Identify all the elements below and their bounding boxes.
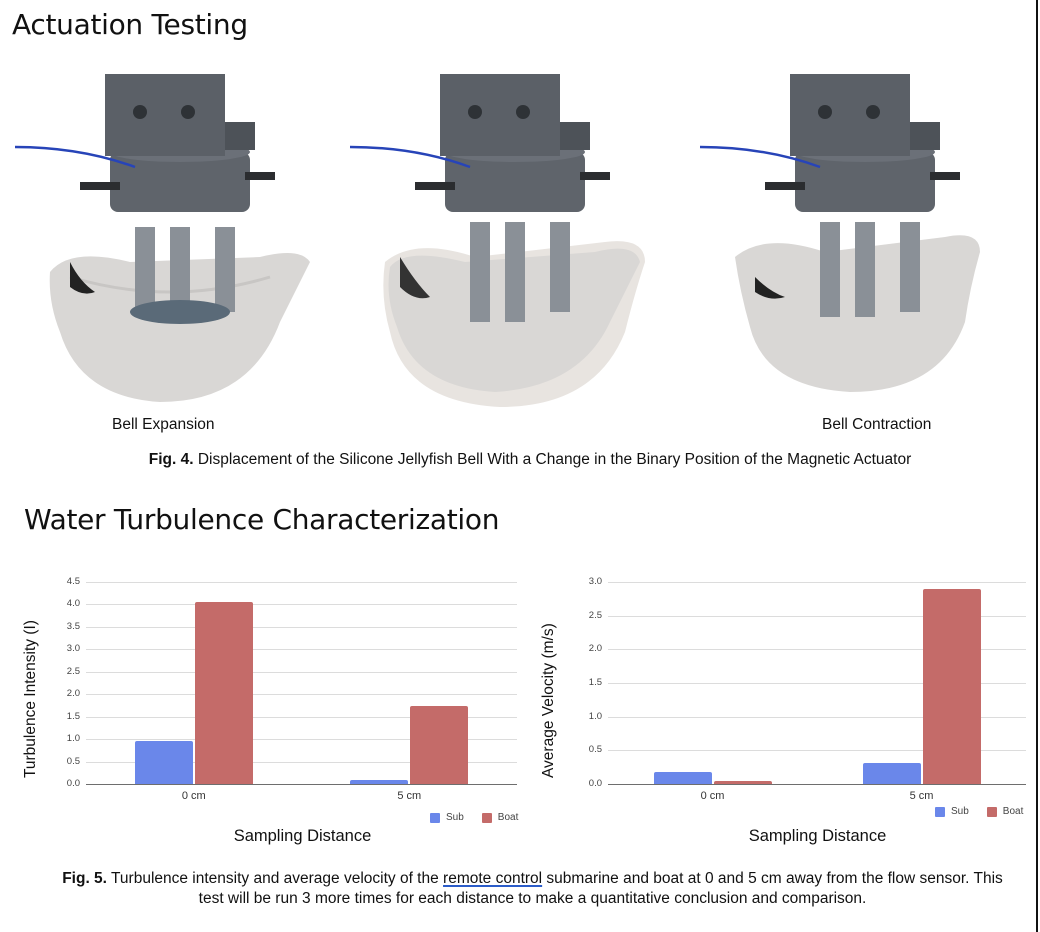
figure-5-number: Fig. 5.: [62, 870, 107, 887]
y-axis-label: Turbulence Intensity (I): [22, 620, 39, 778]
legend-label-sub: Sub: [951, 806, 969, 817]
bell-contraction-label: Bell Contraction: [822, 416, 932, 433]
x-tick-label: 0 cm: [700, 790, 725, 802]
gridline: [608, 582, 1026, 583]
gridline: [86, 604, 517, 606]
legend-label-boat: Boat: [1002, 806, 1024, 817]
gridline: [608, 615, 1026, 617]
bar-sub-5cm: [862, 763, 921, 784]
x-tick-label: 5 cm: [909, 790, 934, 802]
y-tick-label: 0.5: [588, 744, 602, 756]
chart-legend: Sub Boat: [935, 806, 1035, 817]
figure-5-caption: Fig. 5. Turbulence intensity and average…: [50, 869, 1015, 909]
y-tick-label: 2.5: [588, 609, 602, 621]
x-axis-label: Sampling Distance: [748, 827, 887, 845]
bar-boat-0cm: [194, 602, 253, 784]
y-tick-label: 1.5: [588, 677, 602, 688]
bar-boat-5cm: [410, 705, 469, 784]
x-tick-label: 0 cm: [181, 790, 206, 802]
gridline: [608, 716, 1026, 718]
y-tick-label: 1.0: [588, 710, 602, 722]
y-tick-label: 3.0: [588, 576, 602, 587]
gridline: [86, 694, 517, 696]
plot-area: [608, 582, 1026, 785]
average-velocity-chart: Average Velocity (m/s) Sampling Distance…: [530, 570, 1035, 855]
y-tick-label: 0.5: [66, 755, 80, 767]
legend-swatch-boat: [481, 812, 492, 823]
x-axis-label: Sampling Distance: [233, 827, 372, 845]
bell-expansion-label: Bell Expansion: [112, 416, 215, 433]
gridline: [86, 582, 517, 583]
jellyfish-actuator-image: [14, 74, 310, 402]
y-tick-label: 2.5: [66, 665, 80, 677]
bell-expansion-photo: [10, 62, 330, 407]
gridline: [86, 649, 517, 651]
y-tick-label: 4.0: [66, 598, 80, 610]
gridline: [86, 739, 517, 741]
gridline: [86, 716, 517, 718]
y-tick-label: 3.0: [66, 643, 80, 655]
page-edge-border: [1036, 0, 1038, 932]
turbulence-intensity-chart: Turbulence Intensity (I) Sampling Distan…: [0, 570, 530, 855]
figure-5-text-end: submarine and boat at 0 and 5 cm away fr…: [198, 870, 1003, 907]
bar-sub-0cm: [653, 771, 712, 784]
y-tick-label: 0.0: [66, 778, 80, 789]
gridline: [608, 750, 1026, 752]
legend-label-boat: Boat: [497, 812, 519, 823]
figure-5-text-start: Turbulence intensity and average velocit…: [107, 870, 444, 887]
y-tick-label: 2.0: [588, 643, 602, 655]
figure-4-number: Fig. 4.: [148, 451, 194, 468]
gridline: [608, 649, 1026, 651]
section-title-water-turbulence: Water Turbulence Characterization: [24, 503, 500, 536]
gridline: [86, 671, 517, 673]
remote-control-link[interactable]: remote control: [443, 870, 543, 887]
bell-contraction-photo: [695, 62, 1015, 407]
bar-boat-5cm: [922, 588, 981, 784]
legend-swatch-sub: [935, 806, 945, 817]
bar-sub-5cm: [350, 779, 409, 784]
legend-label-sub: Sub: [446, 812, 464, 823]
plot-area: [86, 582, 517, 785]
legend-swatch-sub: [430, 812, 440, 823]
gridline: [86, 761, 517, 763]
y-tick-label: 0.0: [588, 778, 602, 789]
x-tick-label: 5 cm: [397, 790, 422, 802]
y-tick-label: 2.0: [66, 688, 80, 700]
jellyfish-actuator-image: [699, 74, 980, 392]
gridline: [608, 683, 1026, 684]
section-title-actuation-testing: Actuation Testing: [12, 8, 248, 41]
y-tick-label: 1.0: [66, 733, 80, 745]
x-axis-line: [86, 784, 517, 785]
y-tick-label: 4.5: [66, 576, 80, 587]
bell-transition-photo: [345, 62, 665, 407]
x-axis-line: [608, 784, 1026, 785]
y-tick-label: 1.5: [66, 710, 80, 722]
y-axis-label: Average Velocity (m/s): [540, 623, 557, 778]
bar-boat-0cm: [713, 780, 772, 784]
jellyfish-actuator-image: [349, 74, 645, 407]
y-tick-label: 3.5: [66, 620, 80, 632]
bar-sub-0cm: [134, 740, 193, 784]
figure-4-text: Displacement of the Silicone Jellyfish B…: [193, 451, 912, 468]
legend-swatch-boat: [986, 806, 997, 817]
chart-legend: Sub Boat: [430, 812, 530, 823]
figure-4-caption: Fig. 4. Displacement of the Silicone Jel…: [60, 450, 1000, 470]
gridline: [86, 626, 517, 628]
